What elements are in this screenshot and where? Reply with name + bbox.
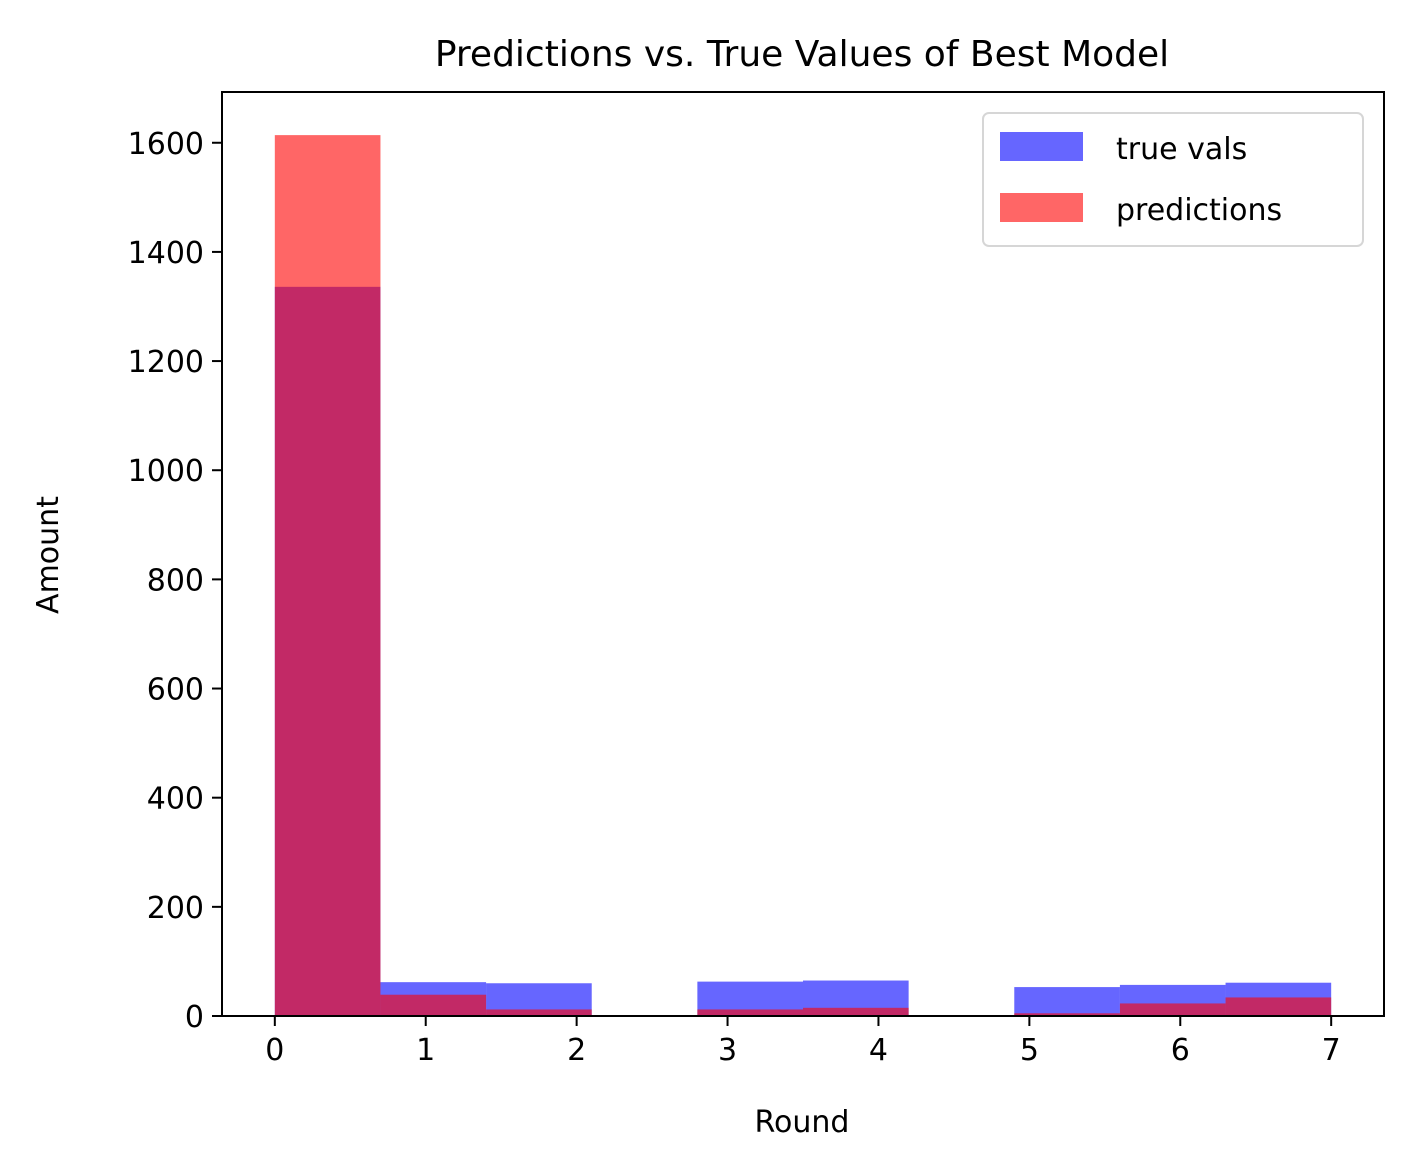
bar-predictions-8: [1119, 1003, 1226, 1016]
y-tick-label-1600: 1600: [128, 127, 204, 162]
x-tick-label-0: 0: [265, 1033, 284, 1068]
x-tick-label-1: 1: [416, 1033, 435, 1068]
plot-area-frame: [221, 91, 1385, 1017]
bar-predictions-7: [1014, 1013, 1120, 1016]
y-tick-label-200: 200: [147, 891, 204, 926]
x-tick-label-7: 7: [1322, 1033, 1341, 1068]
y-tick-label-600: 600: [147, 673, 204, 708]
legend-label-predictions: predictions: [1116, 193, 1282, 228]
bar-predictions-0: [274, 135, 381, 1017]
bar-predictions-2: [486, 1009, 592, 1016]
y-axis-ticks: 0 200 400 600 800 1000 1200 1400 1600: [128, 127, 222, 1035]
x-tick-label-2: 2: [567, 1033, 586, 1068]
y-axis-label: Amount: [31, 496, 66, 614]
bar-predictions-4: [697, 1009, 803, 1016]
bar-true-vals-7: [1014, 987, 1120, 1016]
bar-predictions-5: [803, 1007, 909, 1016]
x-tick-label-4: 4: [869, 1033, 888, 1068]
legend-swatch-predictions: [1000, 193, 1083, 222]
y-tick-label-1400: 1400: [128, 236, 204, 271]
x-tick-label-3: 3: [718, 1033, 737, 1068]
legend-label-true-vals: true vals: [1116, 132, 1247, 167]
bar-predictions-1: [380, 994, 487, 1016]
x-axis-label: Round: [755, 1105, 850, 1140]
x-tick-label-6: 6: [1171, 1033, 1190, 1068]
y-tick-label-1200: 1200: [128, 345, 204, 380]
y-tick-label-400: 400: [147, 782, 204, 817]
y-tick-label-1000: 1000: [128, 454, 204, 489]
legend-swatch-true-vals: [1000, 132, 1083, 161]
x-axis-ticks: 0 1 2 3 4 5 6 7: [265, 1016, 1341, 1068]
x-tick-label-5: 5: [1020, 1033, 1039, 1068]
bars-layer: [274, 135, 1332, 1017]
chart-title: Predictions vs. True Values of Best Mode…: [435, 34, 1169, 75]
y-tick-label-0: 0: [185, 1000, 204, 1035]
legend: true vals predictions: [982, 112, 1364, 247]
y-tick-label-800: 800: [147, 563, 204, 598]
bar-predictions-9: [1225, 997, 1332, 1016]
